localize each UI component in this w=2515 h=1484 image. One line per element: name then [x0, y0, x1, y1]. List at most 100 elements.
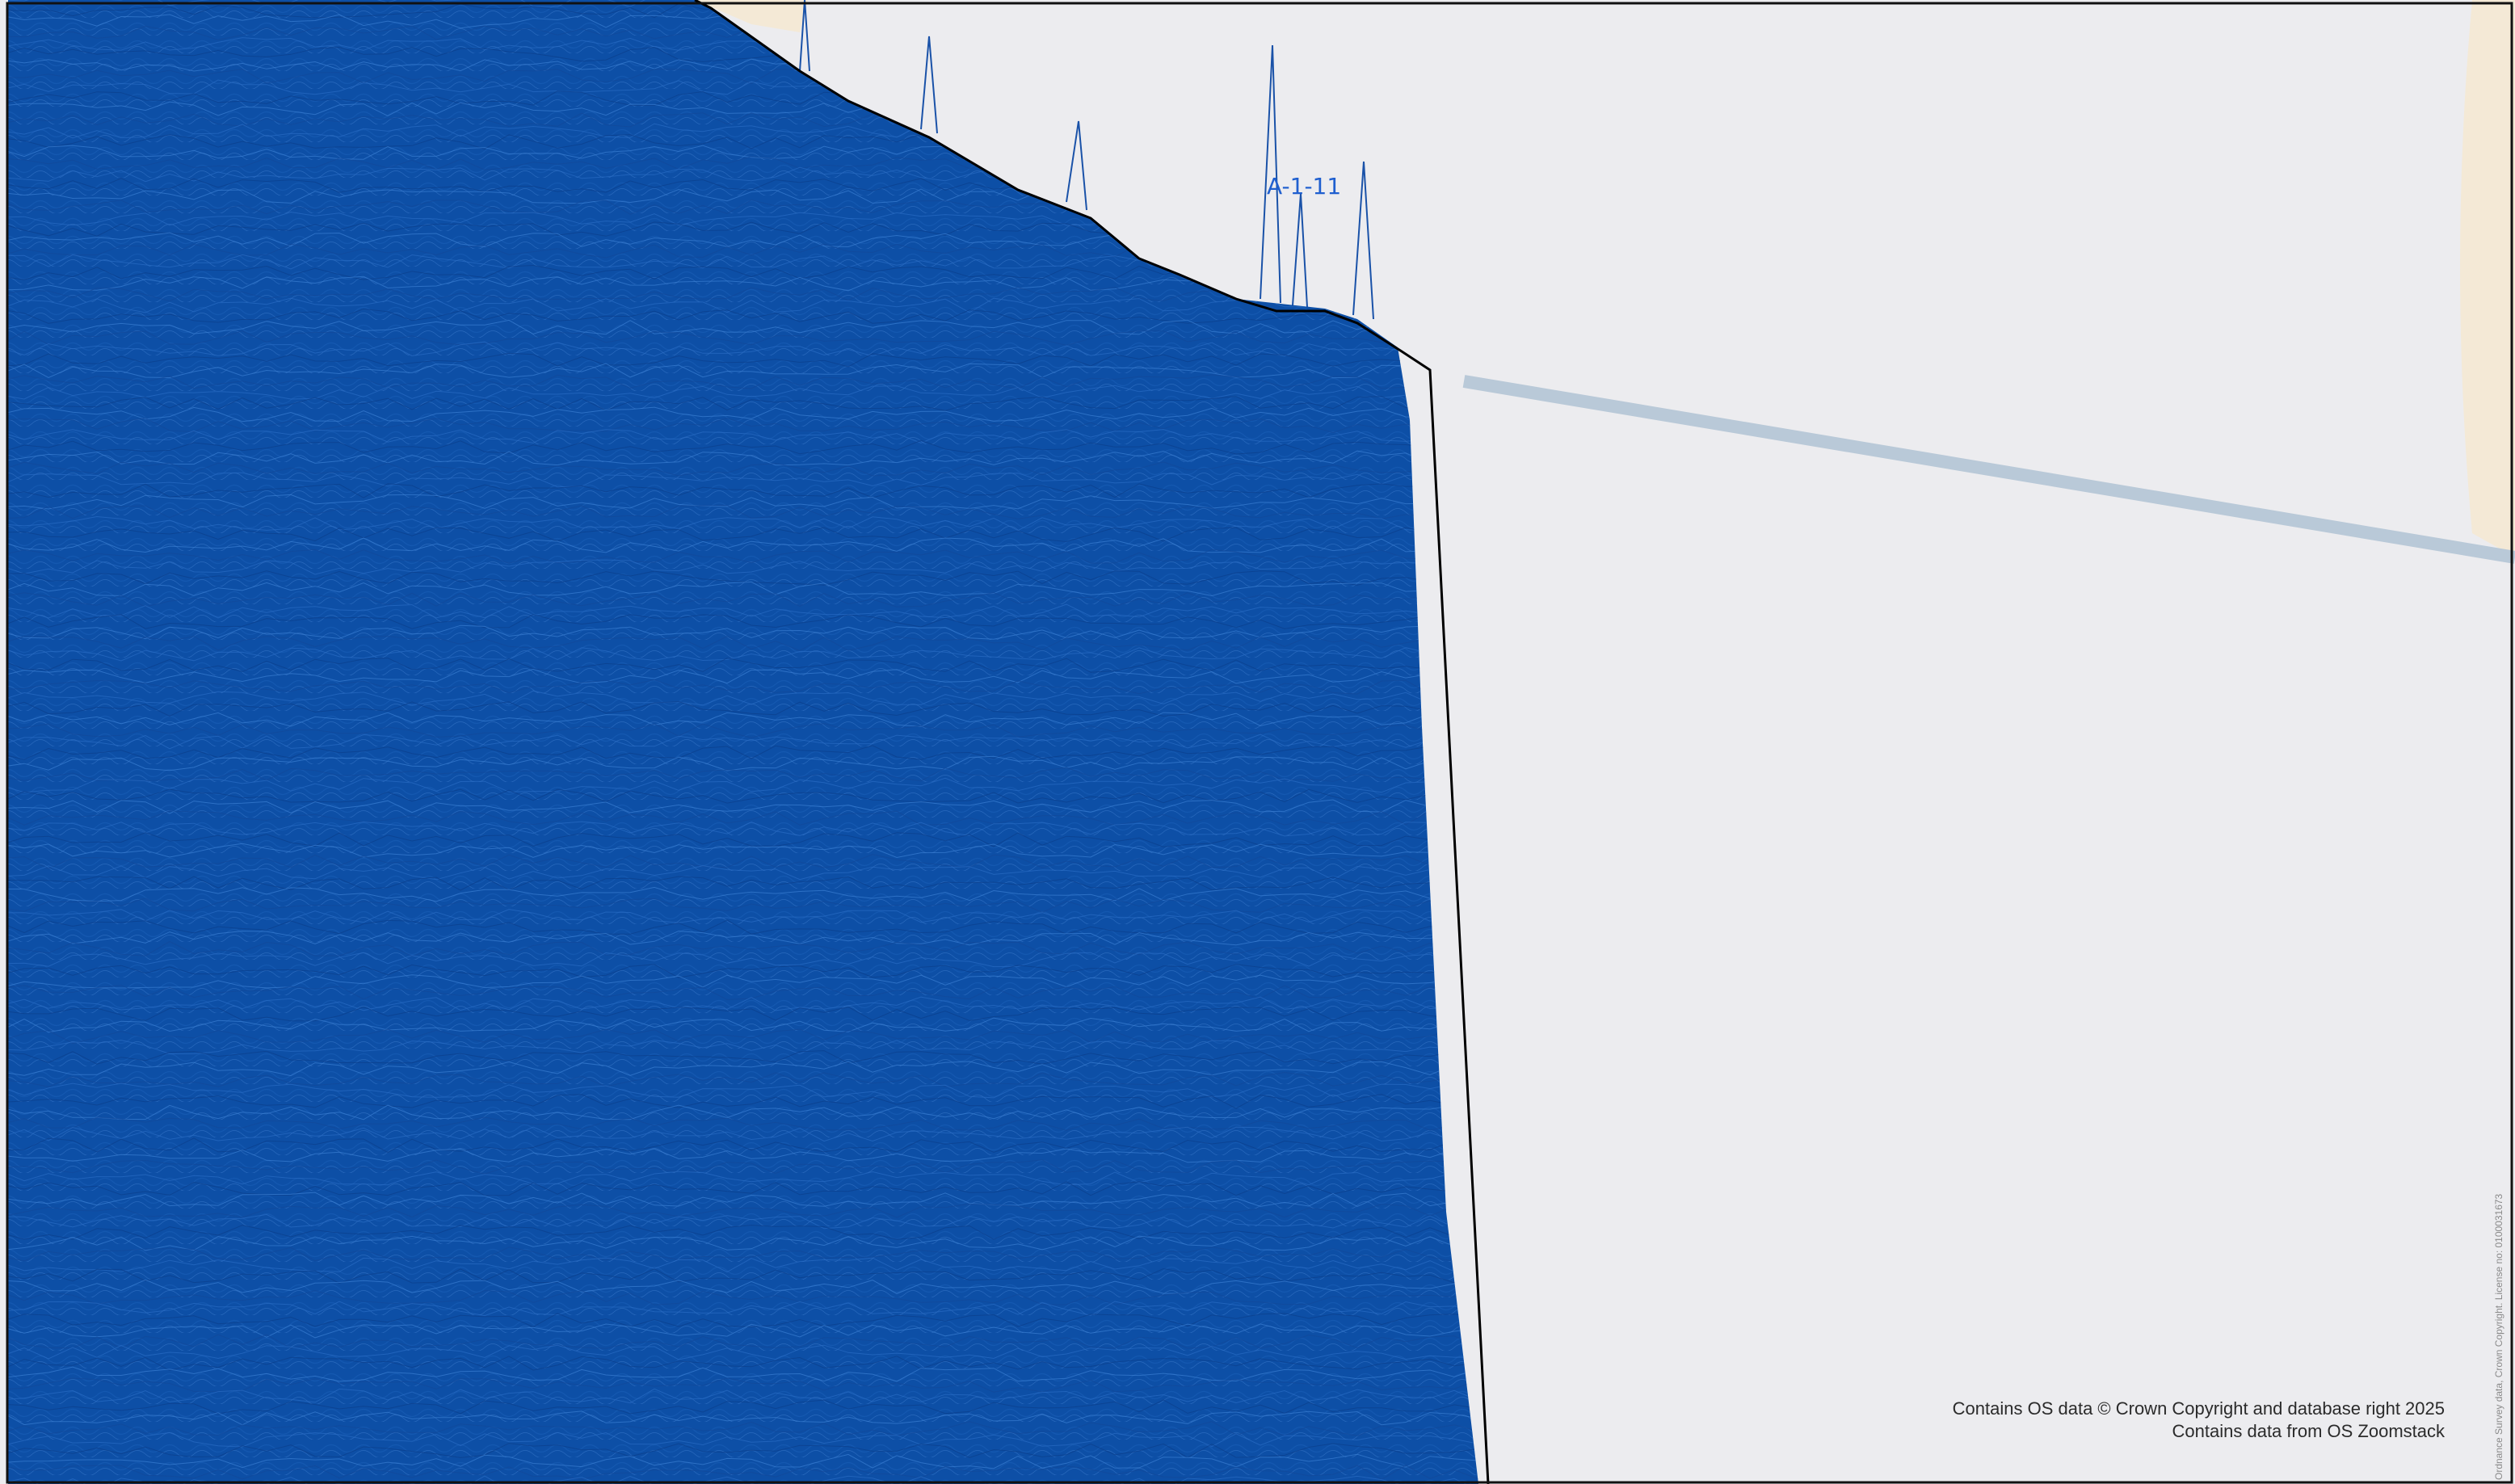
site-label[interactable]: A-1-11 — [1267, 173, 1342, 200]
contour-line — [8, 1170, 1478, 1186]
site-boundary-polygon — [694, 0, 1490, 1484]
contour-line — [8, 308, 1478, 324]
contour-line — [8, 1235, 1478, 1251]
contour-line — [8, 1104, 1478, 1120]
contour-line — [8, 668, 1478, 684]
contour-line — [8, 603, 1478, 619]
contour-line — [8, 1246, 1478, 1262]
contour-line — [8, 1050, 1478, 1065]
road-segment — [1462, 375, 2515, 564]
contour-line — [8, 1356, 1478, 1372]
contour-line — [8, 940, 1478, 957]
contour-spike — [920, 36, 938, 134]
contour-line — [8, 319, 1478, 335]
contour-line — [8, 352, 1478, 368]
contour-line — [8, 429, 1478, 444]
dense-contour-lines — [8, 0, 1478, 1484]
contour-line — [8, 909, 1478, 923]
contour-spike — [799, 0, 810, 72]
contour-line — [8, 854, 1478, 870]
contour-line — [8, 679, 1478, 695]
contour-line — [8, 700, 1478, 717]
map-frame-border — [6, 2, 2513, 1484]
contour-line — [8, 777, 1478, 793]
contour-line — [8, 1192, 1478, 1208]
contour-line — [8, 1116, 1478, 1131]
contour-line — [8, 767, 1478, 782]
contour-line — [8, 1453, 1478, 1469]
contour-line — [8, 1203, 1478, 1218]
contour-line — [8, 450, 1478, 466]
contour-line — [8, 396, 1478, 411]
contour-line — [8, 330, 1478, 347]
contour-spike — [1352, 161, 1374, 320]
contour-line — [8, 406, 1478, 422]
contour-line — [8, 985, 1478, 1000]
contour-line — [8, 515, 1478, 532]
contour-line — [8, 439, 1478, 455]
contour-line — [8, 592, 1478, 607]
land-tint-top — [695, 0, 808, 32]
contour-line — [8, 865, 1478, 881]
contour-line — [8, 964, 1478, 978]
contour-line — [8, 1443, 1478, 1458]
contour-line — [8, 505, 1478, 519]
contour-line — [8, 1399, 1478, 1415]
contour-line — [8, 996, 1478, 1011]
contour-line — [8, 527, 1478, 542]
contour-line — [8, 581, 1478, 597]
contour-spike — [1066, 120, 1087, 211]
contour-line — [8, 898, 1478, 913]
side-attribution: Ordnance Survey data, Crown Copyright. L… — [2493, 1193, 2504, 1480]
contour-line — [8, 1028, 1478, 1045]
contour-line — [8, 472, 1478, 488]
contour-line — [8, 1083, 1478, 1099]
contour-line — [8, 1257, 1478, 1273]
contour-line — [8, 374, 1478, 389]
contour-line — [8, 1388, 1478, 1404]
contour-line — [8, 1126, 1478, 1142]
contour-line — [8, 1290, 1478, 1305]
contour-line — [8, 1301, 1478, 1317]
attribution-line-2: Contains data from OS Zoomstack — [2172, 1421, 2445, 1441]
contour-line — [8, 723, 1478, 738]
contour-line — [8, 974, 1478, 989]
contour-line — [8, 1421, 1478, 1436]
contour-line — [8, 1475, 1478, 1484]
attribution-line-1: Contains OS data © Crown Copyright and d… — [1952, 1398, 2445, 1419]
contour-line — [8, 385, 1478, 400]
contour-line — [8, 1410, 1478, 1426]
contour-line — [8, 843, 1478, 859]
contour-line — [8, 1040, 1478, 1055]
contour-spikes — [799, 0, 1374, 320]
contour-line — [8, 549, 1478, 564]
contour-spike — [1292, 193, 1308, 308]
contour-line — [8, 788, 1478, 804]
contour-line — [8, 647, 1478, 662]
contour-line — [8, 745, 1478, 760]
contour-line — [8, 1137, 1478, 1154]
contour-spike — [1260, 44, 1281, 304]
contour-line — [8, 461, 1478, 477]
contour-line — [8, 930, 1478, 946]
contour-line — [8, 1017, 1478, 1033]
contour-line — [8, 876, 1478, 891]
contour-line — [8, 1159, 1478, 1175]
contour-line — [8, 690, 1478, 706]
contour-line — [8, 341, 1478, 357]
contour-line — [8, 1006, 1478, 1022]
contour-line — [8, 537, 1478, 553]
contour-line — [8, 1267, 1478, 1284]
contour-line — [8, 614, 1478, 629]
land-tint-right-edge — [2460, 0, 2515, 557]
contour-line — [8, 1279, 1478, 1294]
contour-line — [8, 658, 1478, 673]
contour-line — [8, 712, 1478, 727]
contour-line — [8, 1225, 1478, 1240]
contour-line — [8, 1313, 1478, 1328]
contour-line — [8, 799, 1478, 814]
contour-line — [8, 832, 1478, 847]
contour-line — [8, 1061, 1478, 1077]
